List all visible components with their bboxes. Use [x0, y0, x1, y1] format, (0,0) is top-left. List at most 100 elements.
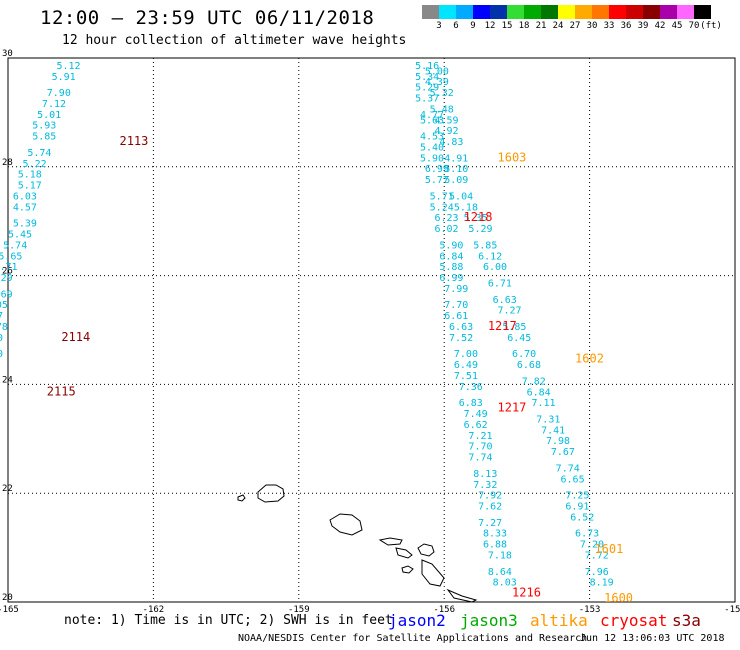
- legend-tick-label: 42: [654, 21, 666, 31]
- swh-value: 5.77: [425, 175, 449, 186]
- swh-value: 5.71: [430, 191, 454, 202]
- swh-value: 7.82: [522, 376, 546, 387]
- legend-tick-label: 6: [453, 21, 459, 31]
- legend-jason2: jason2: [388, 611, 446, 630]
- footer-credit: NOAA/NESDIS Center for Satellite Applica…: [238, 633, 588, 644]
- swh-value: 5.18: [18, 170, 42, 181]
- swh-value: 8.33: [483, 529, 507, 540]
- x-tick-label: -150: [724, 605, 740, 615]
- legend-swatch: [643, 5, 660, 19]
- legend-swatch: [422, 5, 439, 19]
- map-frame: [7, 57, 736, 603]
- swh-value: 3.90: [0, 349, 3, 360]
- swh-value: 5.24: [430, 202, 454, 213]
- legend-tick-label: 15: [501, 21, 513, 31]
- swh-value: 5.93: [32, 121, 56, 132]
- swh-value: 7.99: [444, 284, 468, 295]
- track-id-label: 1603: [498, 150, 527, 164]
- track-id-label: 1218: [464, 210, 493, 224]
- swh-value: 6.45: [507, 333, 531, 344]
- legend-swatch: [558, 5, 575, 19]
- swh-value: 6.63: [493, 295, 517, 306]
- swh-value: 4.57: [13, 202, 37, 213]
- swh-value: 6.84: [439, 251, 463, 262]
- swh-value: 5.34: [415, 72, 439, 83]
- track-id-label: 2114: [61, 330, 90, 344]
- swh-value: 8.03: [493, 578, 517, 589]
- swh-value: 7.72: [585, 550, 609, 561]
- y-tick-label: 26: [2, 267, 13, 277]
- swh-value: 5.00: [425, 66, 449, 77]
- legend-cryosat: cryosat: [600, 611, 668, 630]
- legend-tick-label: 33: [603, 21, 615, 31]
- swh-value: 4.59: [435, 115, 459, 126]
- swh-value: 7.90: [47, 88, 71, 99]
- swh-value: 6.68: [517, 360, 541, 371]
- swh-value: 5.39: [13, 219, 37, 230]
- legend-tick-label: 9: [470, 21, 476, 31]
- swh-value: 6.00: [483, 262, 507, 273]
- legend-tick-label: 30: [586, 21, 598, 31]
- swh-value: 6.84: [527, 387, 551, 398]
- swh-value: 5.29: [415, 83, 439, 94]
- swh-value: 7.62: [478, 502, 502, 513]
- y-tick-label: 20: [2, 593, 13, 603]
- track-id-label: 1601: [594, 542, 623, 556]
- island-outline: [378, 537, 403, 546]
- color-legend-labels: 3 6 9 12 15 18 21 24 27 30 33 36 39 42 45 70 (ft): [422, 21, 740, 35]
- swh-value: 5.22: [23, 159, 47, 170]
- swh-value: 6.73: [575, 529, 599, 540]
- swh-value: 5.16: [415, 61, 439, 72]
- legend-tick-label: 24: [552, 21, 564, 31]
- swh-value: 5.01: [37, 110, 61, 121]
- swh-value: 7.67: [551, 447, 575, 458]
- swh-value: 5.05: [0, 300, 8, 311]
- swh-value: 4.91: [444, 153, 468, 164]
- swh-value: 6.99: [425, 164, 449, 175]
- island-outline: [417, 543, 435, 557]
- swh-value: 7.41: [541, 425, 565, 436]
- legend-jason3: jason3: [460, 611, 518, 630]
- legend-swatch: [677, 5, 694, 19]
- swh-value: 5.37: [415, 94, 439, 105]
- legend-swatch: [626, 5, 643, 19]
- swh-value: 5.10: [444, 164, 468, 175]
- y-tick-label: 24: [2, 375, 13, 385]
- y-tick-label: 22: [2, 484, 13, 494]
- swh-value: 8.13: [473, 469, 497, 480]
- swh-value: 7.98: [546, 436, 570, 447]
- legend-swatch: [490, 5, 507, 19]
- swh-value: 6.62: [464, 420, 488, 431]
- swh-value: 7.20: [580, 540, 604, 551]
- swh-value: 5.71: [0, 262, 18, 273]
- swh-value: 8.64: [488, 567, 512, 578]
- track-id-label: 1217: [498, 401, 527, 415]
- swh-value: 6.88: [483, 540, 507, 551]
- x-tick-label: -153: [579, 605, 601, 615]
- swh-value: 7.11: [531, 398, 555, 409]
- swh-value: 5.65: [0, 251, 22, 262]
- swh-value: 5.32: [430, 88, 454, 99]
- legend-tick-label: 70: [688, 21, 700, 31]
- swh-value: 7.49: [464, 409, 488, 420]
- swh-value: 8.19: [590, 578, 614, 589]
- swh-value: 5.09: [444, 175, 468, 186]
- x-tick-label: -156: [433, 605, 455, 615]
- swh-value: 4.83: [439, 137, 463, 148]
- swh-value: 7.32: [473, 480, 497, 491]
- legend-tick-label: 36: [620, 21, 632, 31]
- island-outline: [237, 494, 246, 502]
- legend-swatch: [507, 5, 524, 19]
- legend-tick-label: 12: [484, 21, 496, 31]
- swh-value: 7.52: [449, 333, 473, 344]
- legend-swatch: [592, 5, 609, 19]
- swh-value: 5.91: [52, 72, 76, 83]
- swh-value: 7.74: [556, 463, 580, 474]
- island-outline: [446, 588, 478, 603]
- legend-tick-label: 3: [436, 21, 442, 31]
- swh-value: 6.49: [454, 360, 478, 371]
- swh-value: 7.00: [454, 349, 478, 360]
- island-outline: [421, 559, 445, 587]
- swh-value: 6.03: [13, 191, 37, 202]
